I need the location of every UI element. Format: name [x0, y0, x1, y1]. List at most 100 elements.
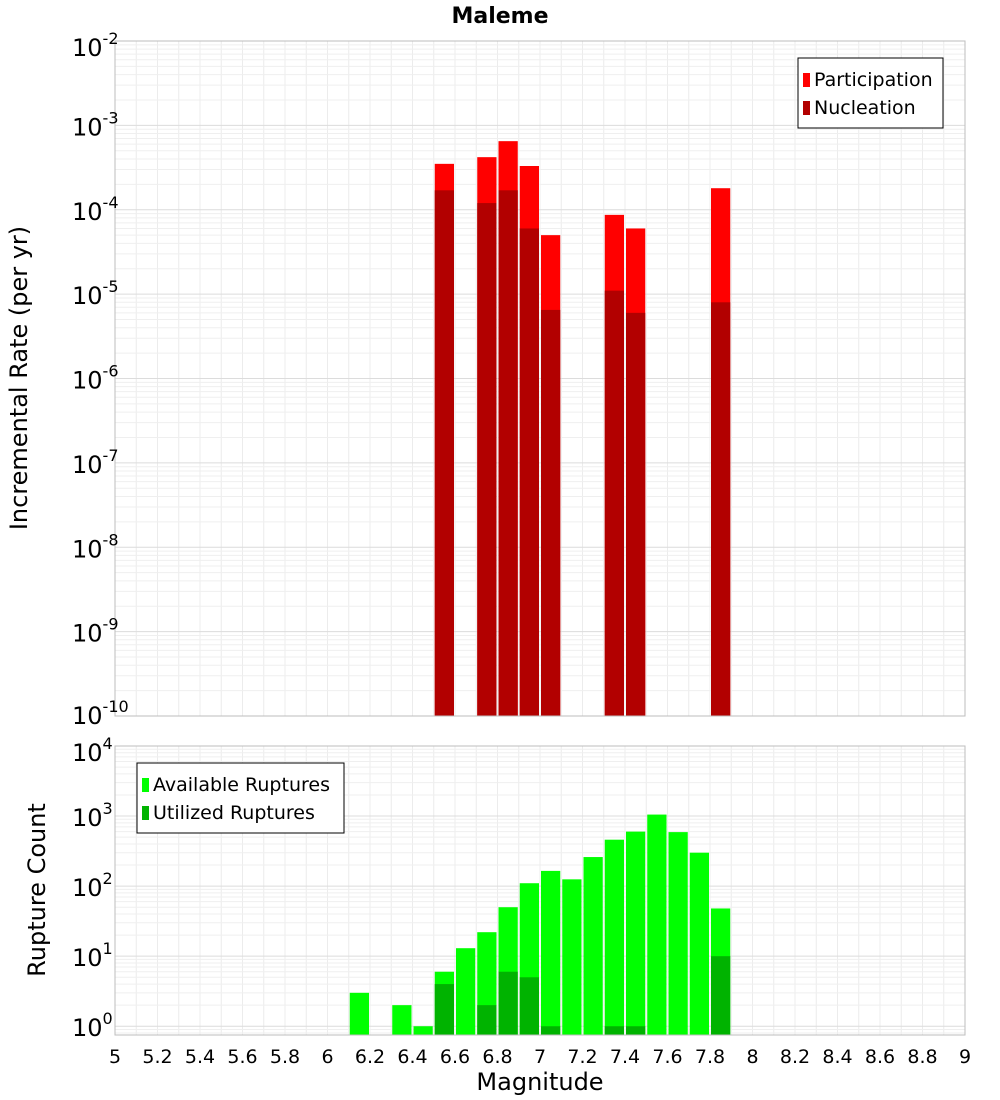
- bar: [477, 1005, 497, 1035]
- y-tick-label: 103: [72, 799, 113, 832]
- x-tick-label: 5.2: [142, 1046, 172, 1068]
- y-tick-label: 102: [72, 869, 113, 902]
- series-1: [434, 190, 731, 716]
- y-tick-label: 10-4: [72, 193, 119, 226]
- x-tick-label: 9: [959, 1046, 971, 1068]
- series-0: [349, 814, 731, 1035]
- y-tick-label: 10-3: [72, 108, 119, 141]
- x-tick-label: 6.8: [482, 1046, 512, 1068]
- y-tick-label: 10-5: [72, 277, 119, 310]
- bar: [626, 1026, 646, 1035]
- bar: [583, 857, 603, 1035]
- bar: [456, 948, 476, 1035]
- x-tick-label: 8.6: [865, 1046, 895, 1068]
- y-tick-label: 10-7: [72, 446, 119, 479]
- plot-frame: [114, 745, 966, 1036]
- legend-label: Nucleation: [814, 97, 916, 119]
- bar: [668, 832, 688, 1035]
- bar: [519, 228, 539, 716]
- legend-swatch: [803, 73, 810, 87]
- y-tick-exponent: -2: [103, 29, 119, 48]
- plot-frame: [114, 40, 966, 717]
- bar: [541, 870, 561, 1035]
- x-tick-label: 8: [746, 1046, 758, 1068]
- bar: [519, 977, 539, 1035]
- x-tick-label: 6.2: [355, 1046, 385, 1068]
- bar: [647, 814, 667, 1035]
- y-tick-exponent: -10: [103, 697, 129, 716]
- y-tick-exponent: -3: [103, 108, 119, 127]
- x-tick-label: 8.2: [780, 1046, 810, 1068]
- x-tick-label: 7.4: [610, 1046, 640, 1068]
- legend-label: Utilized Ruptures: [153, 802, 315, 824]
- bar: [562, 879, 582, 1035]
- bar: [498, 190, 518, 716]
- y-tick-exponent: 4: [103, 734, 113, 753]
- y-tick-label: 10-2: [72, 29, 119, 62]
- legend-label: Participation: [814, 69, 933, 91]
- legend-swatch: [142, 778, 149, 792]
- legend-swatch: [803, 101, 810, 115]
- bar: [434, 190, 454, 716]
- legend-swatch: [142, 806, 149, 820]
- bar: [626, 312, 646, 716]
- x-tick-label: 5.6: [227, 1046, 257, 1068]
- x-tick-label: 7.8: [695, 1046, 725, 1068]
- y-tick-exponent: -9: [103, 615, 119, 634]
- y-tick-label: 10-8: [72, 530, 119, 563]
- x-tick-label: 6.6: [440, 1046, 470, 1068]
- bar: [541, 1026, 561, 1035]
- y-tick-label: 104: [72, 734, 113, 767]
- bar: [711, 302, 731, 716]
- legend: Participation Nucleation: [797, 57, 944, 129]
- x-tick-labels: 5 5.2 5.4 5.6 5.8 6 6.2 6.4 6.6 6.8 7 7.2 7.4 7.6 7.8 8…: [109, 1046, 971, 1068]
- bar: [689, 852, 709, 1035]
- x-tick-label: 5.8: [270, 1046, 300, 1068]
- series-1: [434, 956, 731, 1035]
- bar: [626, 831, 646, 1035]
- y-tick-label: 10-10: [72, 697, 129, 730]
- y-tick-exponent: -6: [103, 362, 119, 381]
- bar: [498, 971, 518, 1035]
- legend: Available Ruptures Utilized Ruptures: [136, 762, 345, 834]
- y-tick-label: 10-6: [72, 362, 119, 395]
- y-tick-exponent: -8: [103, 530, 119, 549]
- bar: [477, 203, 497, 716]
- x-axis-label: Magnitude: [476, 1068, 603, 1096]
- bar: [413, 1026, 433, 1035]
- x-tick-label: 8.4: [822, 1046, 852, 1068]
- x-tick-label: 6.4: [397, 1046, 427, 1068]
- chart-title: Maleme: [451, 4, 548, 29]
- x-tick-label: 7: [534, 1046, 546, 1068]
- bar: [541, 309, 561, 716]
- grid: [114, 40, 966, 717]
- bar: [604, 1026, 624, 1035]
- x-tick-label: 7.2: [567, 1046, 597, 1068]
- legend-label: Available Ruptures: [153, 774, 330, 796]
- bar: [604, 290, 624, 716]
- y-tick-exponent: 1: [103, 939, 113, 958]
- x-tick-label: 7.6: [652, 1046, 682, 1068]
- top-plot: 10-2 10-3 10-4 10-5 10-6 10-7 10-8 10-9 10-10 Par…: [72, 29, 966, 730]
- y-tick-exponent: -5: [103, 277, 119, 296]
- bar: [392, 1005, 412, 1035]
- x-tick-label: 5.4: [185, 1046, 215, 1068]
- x-tick-label: 6: [321, 1046, 333, 1068]
- y-tick-exponent: 0: [103, 1009, 113, 1028]
- y-tick-label: 10-9: [72, 615, 119, 648]
- y-tick-exponent: 2: [103, 869, 113, 888]
- y-tick-exponent: -7: [103, 446, 119, 465]
- bar: [349, 992, 369, 1035]
- bar: [711, 956, 731, 1035]
- y-tick-exponent: 3: [103, 799, 113, 818]
- y-tick-label: 100: [72, 1009, 113, 1042]
- y-tick-exponent: -4: [103, 193, 119, 212]
- y-tick-label: 101: [72, 939, 113, 972]
- x-tick-label: 8.8: [907, 1046, 937, 1068]
- x-tick-label: 5: [109, 1046, 121, 1068]
- legend-box: [797, 57, 944, 129]
- bar: [434, 984, 454, 1035]
